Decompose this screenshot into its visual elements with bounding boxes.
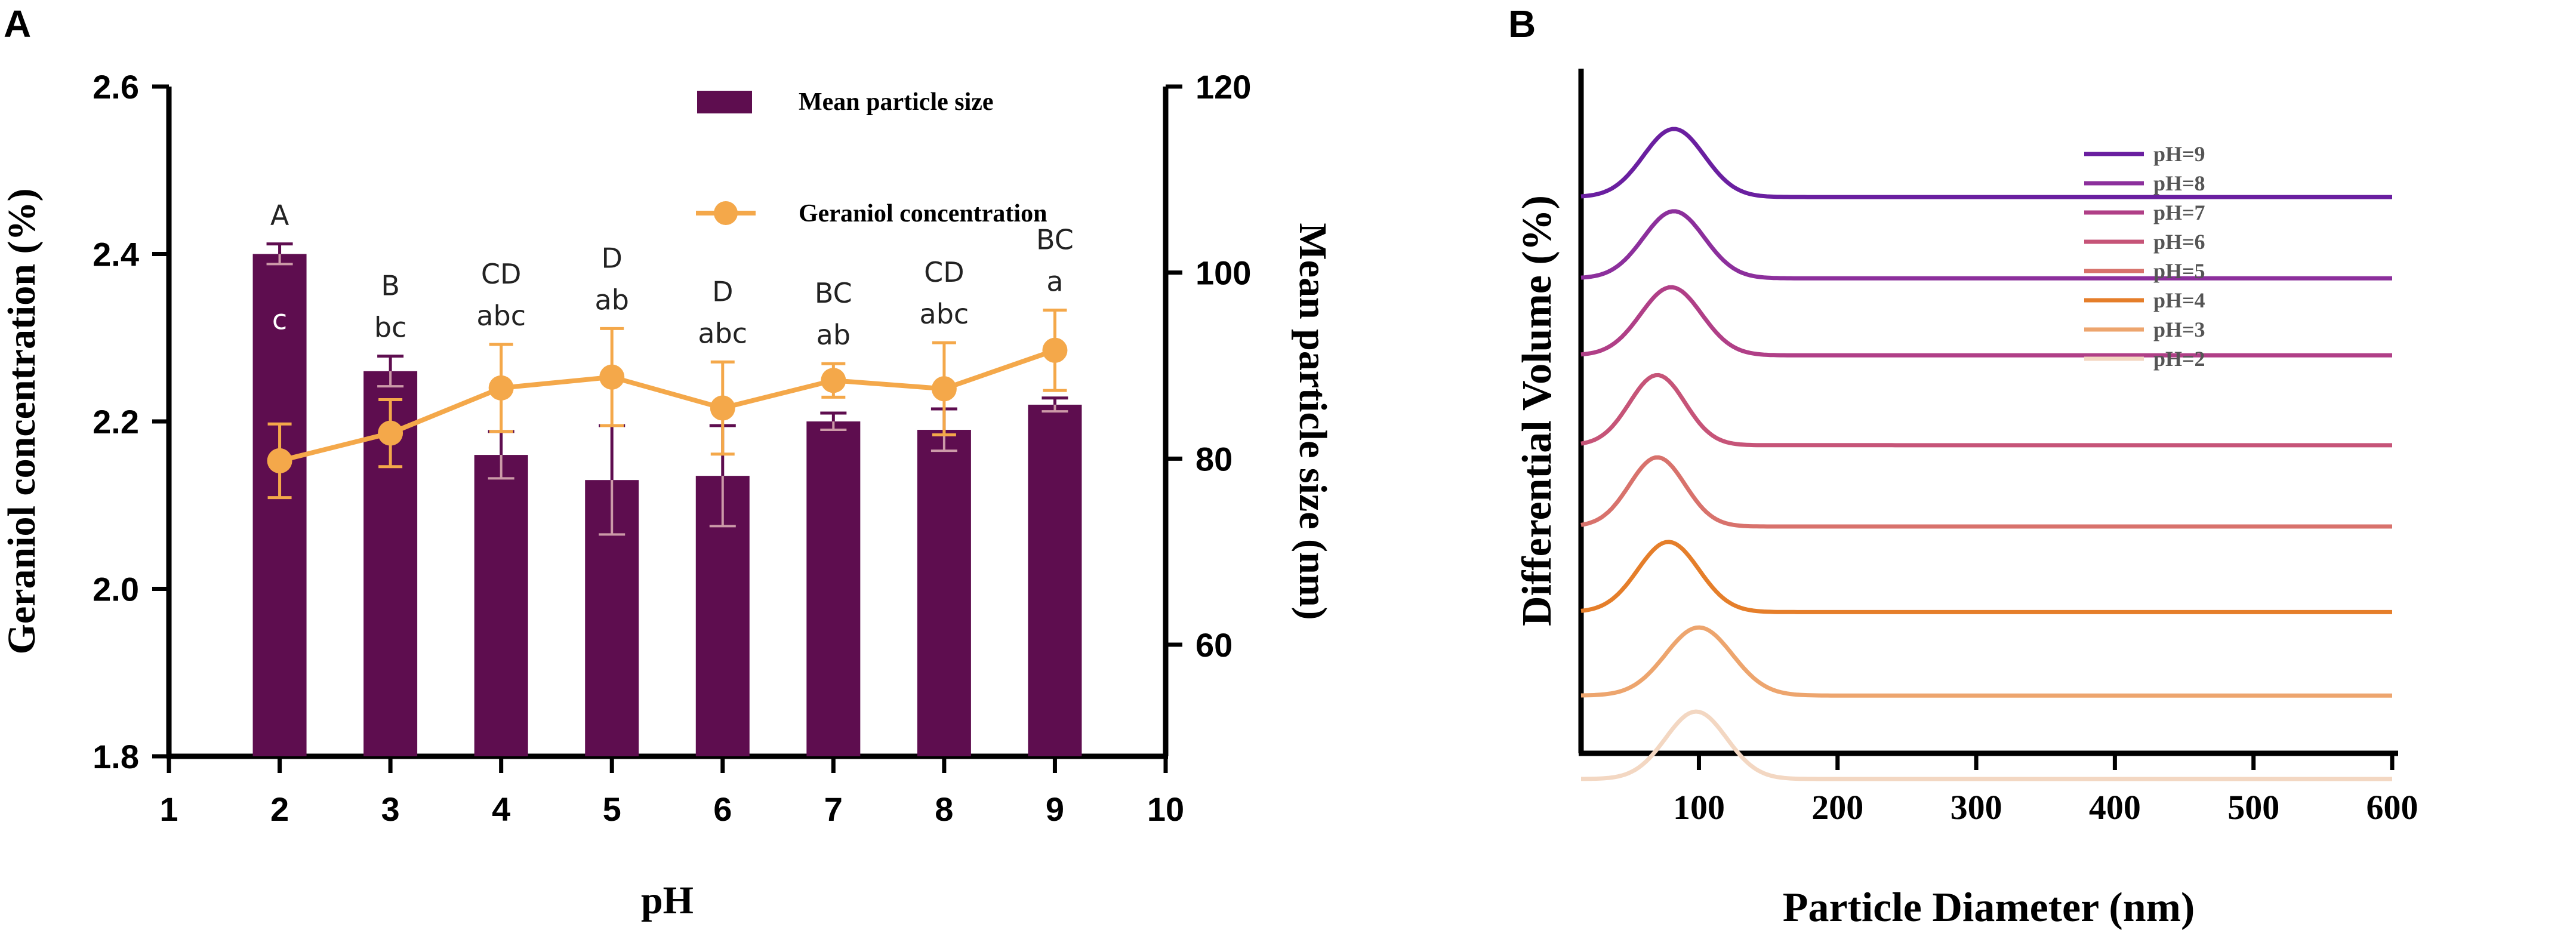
bar	[252, 254, 307, 756]
chart-a-ylabel-left: Geraniol concentration (%)	[0, 189, 44, 655]
sig-letter-lower: ab	[595, 284, 629, 316]
legend-label-pH=2: pH=2	[2153, 347, 2205, 371]
chart-a-x-tick-label: 4	[492, 790, 510, 828]
sig-letter-upper: CD	[481, 258, 522, 290]
bar	[1028, 404, 1082, 756]
line-point	[267, 448, 292, 473]
legend-label-pH=8: pH=8	[2153, 171, 2205, 195]
legend-label-pH=4: pH=4	[2153, 288, 2205, 312]
chart-b-x-tick-label: 100	[1673, 788, 1725, 827]
chart-a-x-tick-label: 6	[713, 790, 732, 828]
line-point	[710, 395, 735, 421]
chart-a-y-left-tick-label: 1.8	[93, 738, 139, 775]
sig-letter-lower: c	[272, 304, 287, 336]
series-curve-pH=6	[1580, 372, 2392, 448]
sig-letter-upper: A	[270, 199, 289, 232]
chart-a-x-tick-label: 1	[159, 790, 178, 828]
chart-a-y-right-tick-label: 120	[1195, 68, 1251, 106]
sig-letter-upper: B	[381, 270, 400, 302]
chart-b-x-tick-label: 300	[1951, 788, 2002, 827]
legend-label-bar: Mean particle size	[799, 88, 994, 116]
panel-label-b: B	[1508, 2, 1536, 45]
sig-letter-upper: D	[712, 275, 733, 307]
sig-letter-lower: abc	[698, 317, 747, 349]
chart-b-x-tick-label: 500	[2227, 788, 2279, 827]
chart-a-y-right-tick-label: 100	[1195, 254, 1251, 292]
chart-a-legend: Mean particle size Geraniol concentratio…	[696, 88, 1047, 227]
chart-b-xlabel: Particle Diameter (nm)	[1783, 885, 2195, 931]
bar	[806, 421, 861, 756]
chart-a-ylabel-right: Mean particle size (nm)	[1291, 223, 1335, 620]
legend-swatch-marker	[714, 201, 738, 225]
legend-label-pH=7: pH=7	[2153, 201, 2205, 224]
chart-b-ylabel: Differential Volume (%)	[1514, 195, 1560, 626]
series-curve-pH=7	[1580, 285, 2392, 358]
chart-a: 1 2 3 4 5 6 7 8 9 10 1.8 2.0 2.2 2.4 2.6 60 80 100 120 Ac b…	[0, 68, 1335, 922]
bar	[474, 455, 528, 756]
sig-letter-lower: a	[1046, 265, 1063, 297]
legend-label-pH=9: pH=9	[2153, 142, 2205, 166]
chart-b-x-tick-label: 200	[1811, 788, 1863, 827]
panel-label-a: A	[4, 2, 31, 45]
series-curve-pH=5	[1580, 455, 2392, 529]
line-point	[488, 375, 514, 401]
chart-a-xlabel: pH	[641, 879, 694, 922]
line-point	[821, 368, 846, 393]
sig-letter-lower: abc	[476, 300, 526, 332]
chart-b-x-tick-label: 600	[2367, 788, 2418, 827]
chart-a-y-right-tick-label: 60	[1195, 626, 1232, 664]
chart-a-y-left-tick-label: 2.2	[93, 403, 139, 441]
bar	[917, 430, 971, 756]
series-curve-pH=9	[1580, 127, 2392, 199]
legend-label-pH=5: pH=5	[2153, 259, 2205, 283]
sig-letter-lower: ab	[816, 319, 851, 351]
sig-letter-upper: BC	[815, 277, 852, 309]
legend-label-pH=3: pH=3	[2153, 318, 2205, 341]
line-point	[599, 364, 625, 390]
series-curve-pH=3	[1580, 625, 2392, 698]
chart-a-x-tick-label: 5	[603, 790, 621, 828]
chart-a-x-tick-label: 8	[935, 790, 953, 828]
chart-b: 100 200 300 400 500 600 pH=9 pH=8 pH=7 pH=6 pH=5 p…	[1514, 69, 2418, 931]
series-curve-pH=4	[1580, 540, 2392, 614]
chart-a-y-left-tick-label: 2.0	[93, 571, 139, 608]
legend-label-line: Geraniol concentration	[799, 200, 1047, 227]
chart-a-x-tick-label: 2	[270, 790, 289, 828]
chart-b-x-tick-label: 400	[2089, 788, 2141, 827]
series-curve-pH=2	[1581, 709, 2392, 781]
chart-a-y-right-tick-label: 80	[1195, 440, 1232, 478]
line-point	[931, 376, 957, 402]
chart-a-x-tick-label: 9	[1046, 790, 1064, 828]
sig-letter-lower: bc	[374, 312, 407, 344]
series-line-geraniol	[279, 348, 1056, 463]
series-curve-pH=8	[1580, 209, 2392, 281]
chart-a-y-left-tick-label: 2.6	[93, 68, 139, 106]
sig-letter-upper: D	[602, 242, 623, 274]
legend-swatch-bar	[697, 91, 752, 113]
sig-letter-upper: CD	[924, 256, 965, 288]
chart-a-x-tick-label: 10	[1147, 790, 1184, 828]
sig-letter-upper: BC	[1036, 223, 1074, 255]
sig-letter-lower: abc	[920, 298, 969, 330]
line-point	[1042, 337, 1068, 363]
chart-a-x-tick-label: 7	[824, 790, 843, 828]
chart-a-x-tick-label: 3	[381, 790, 400, 828]
chart-a-y-left-tick-label: 2.4	[93, 236, 139, 273]
line-point	[378, 420, 403, 446]
legend-label-pH=6: pH=6	[2153, 230, 2205, 254]
